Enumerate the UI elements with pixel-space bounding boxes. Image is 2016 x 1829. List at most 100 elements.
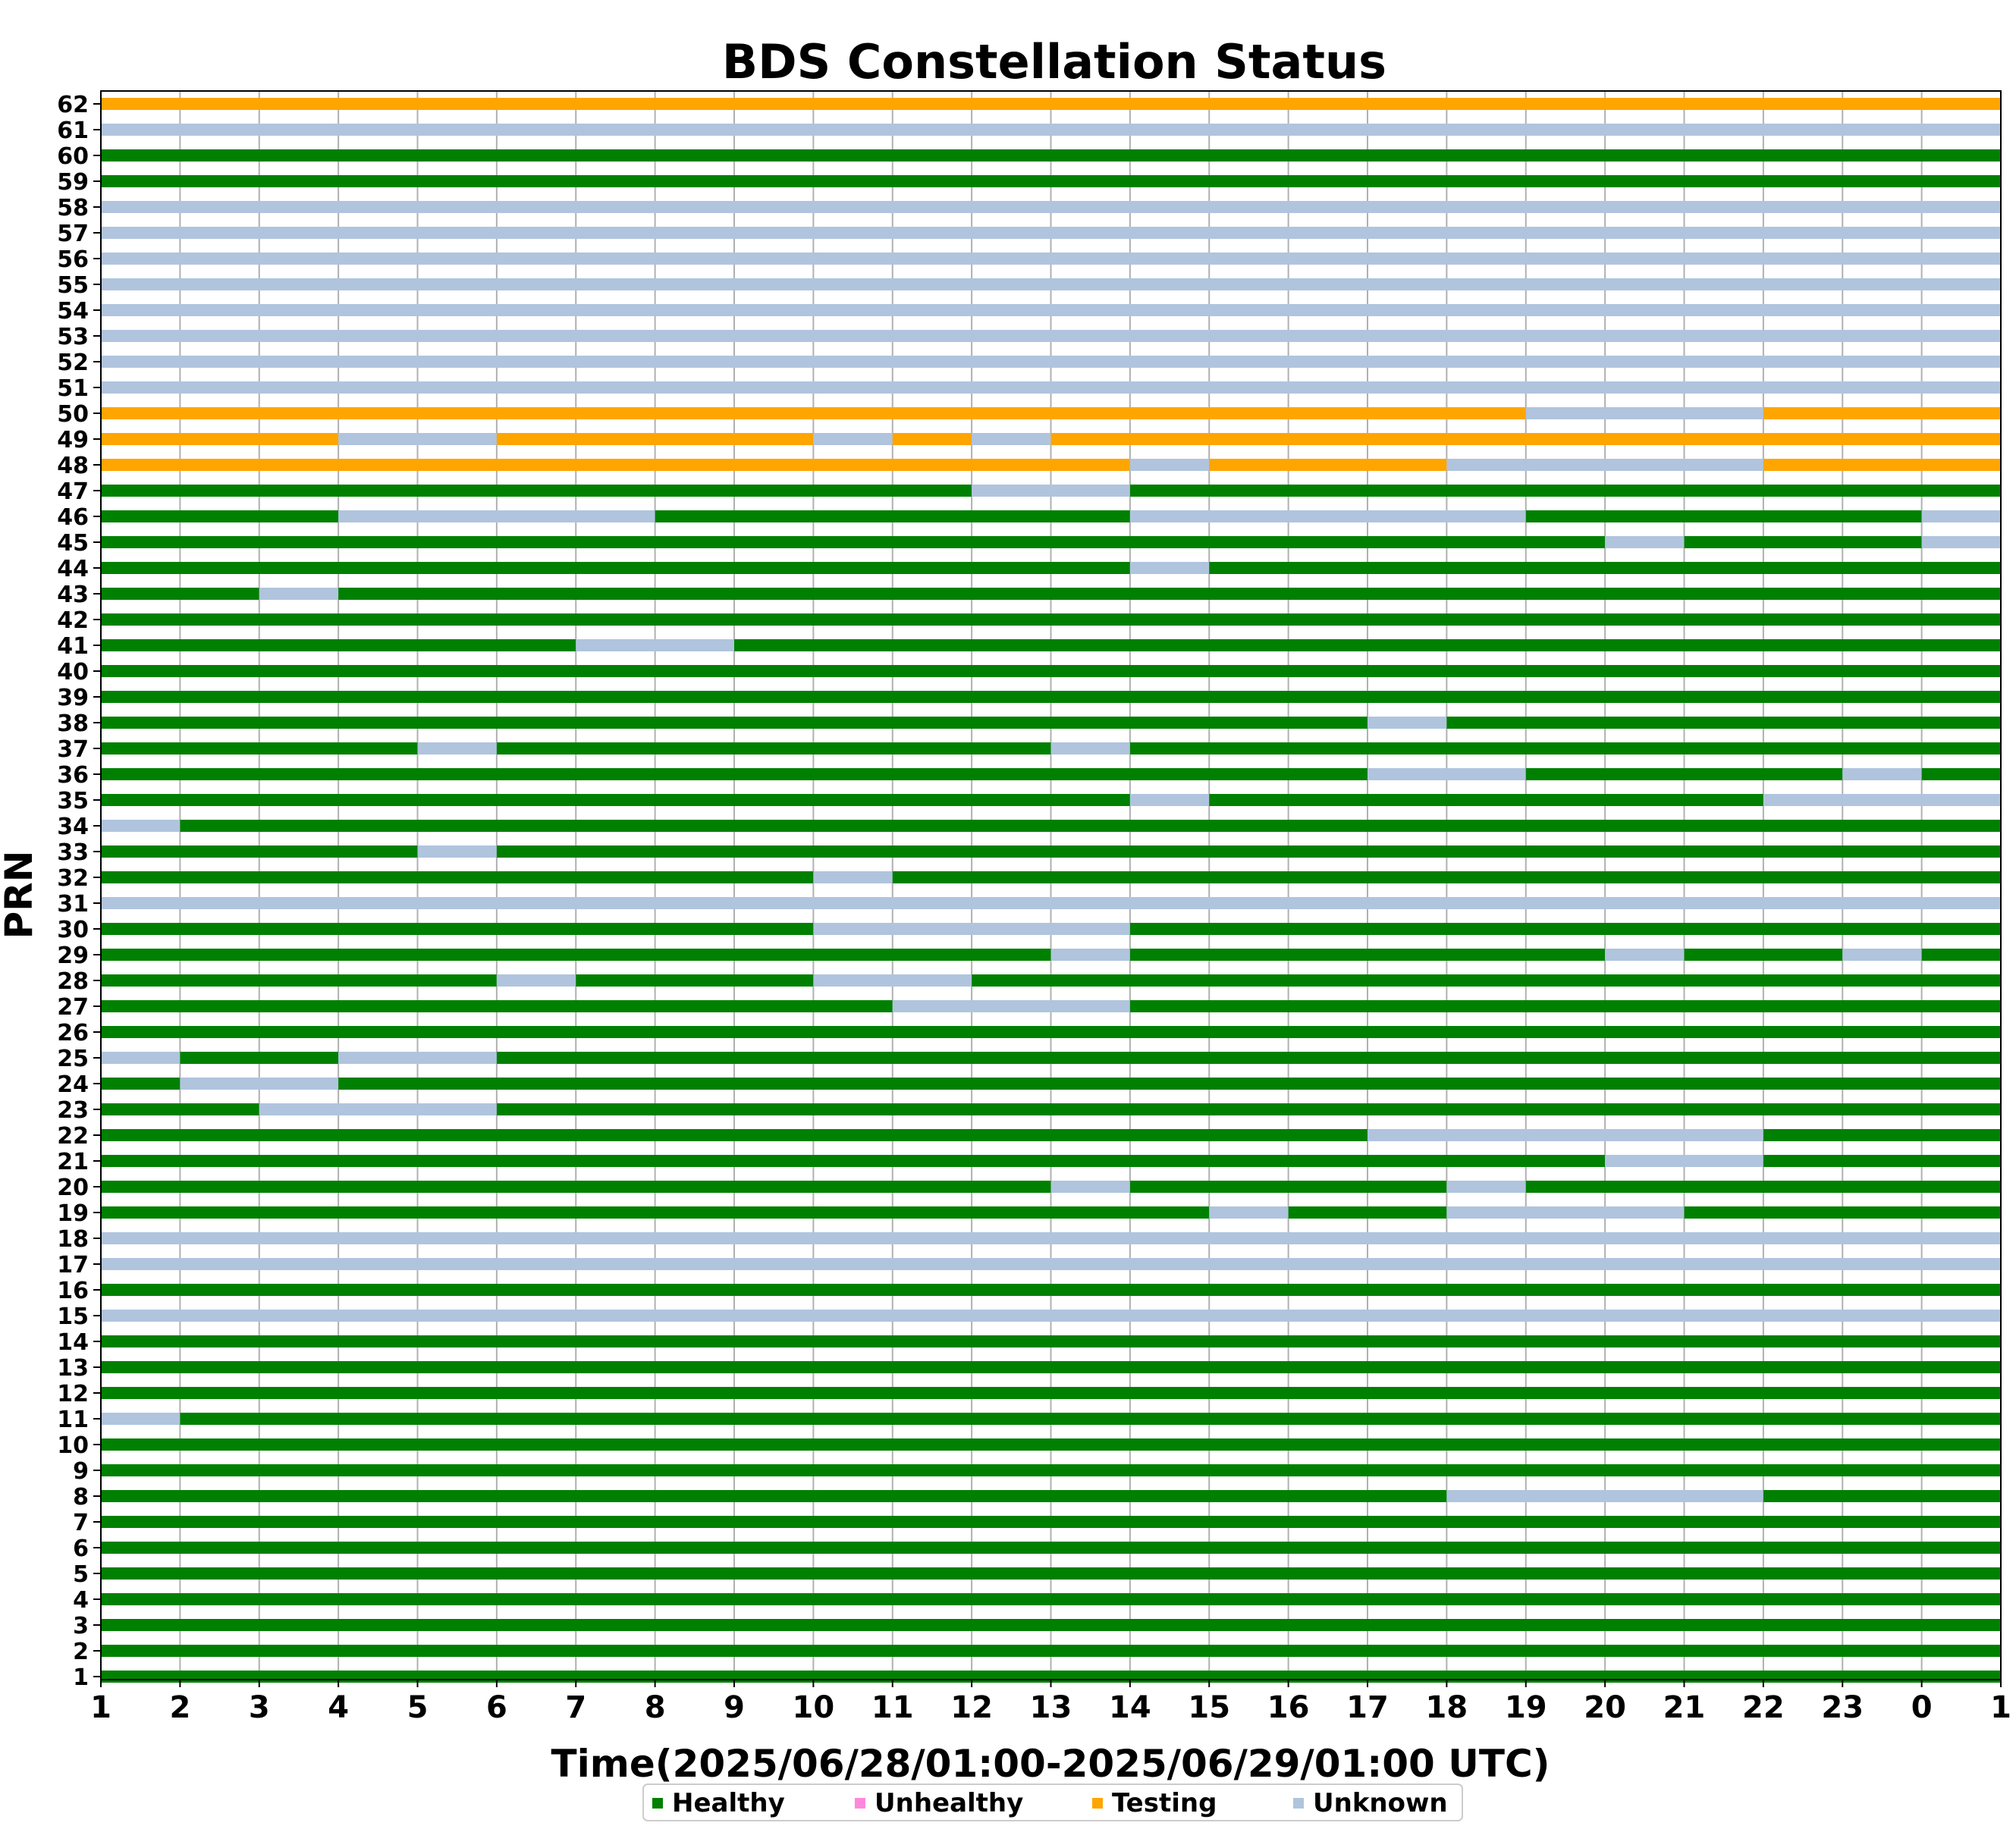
- y-tick-label: 39: [57, 685, 89, 711]
- status-segment: [101, 871, 814, 883]
- status-segment: [892, 871, 2001, 883]
- status-segment: [338, 588, 2001, 600]
- status-segment: [101, 304, 2001, 316]
- x-tick-label: 21: [1663, 1690, 1706, 1725]
- status-segment: [1605, 1155, 1763, 1167]
- y-tick-label: 42: [57, 607, 89, 634]
- prn-row-4: [101, 1593, 2001, 1605]
- legend-swatch: [855, 1798, 865, 1809]
- status-segment: [101, 1078, 181, 1090]
- y-tick-label: 57: [57, 221, 89, 247]
- status-segment: [101, 1645, 2001, 1657]
- x-tick-label: 16: [1267, 1690, 1310, 1725]
- status-segment: [101, 717, 1368, 729]
- status-segment: [1368, 717, 1447, 729]
- status-segment: [892, 1000, 1130, 1012]
- prn-row-9: [101, 1464, 2001, 1476]
- status-segment: [101, 1593, 2001, 1605]
- status-segment: [101, 1284, 2001, 1296]
- y-tick-label: 23: [57, 1097, 89, 1124]
- status-segment: [259, 1103, 497, 1115]
- status-segment: [1525, 510, 1922, 522]
- status-segment: [1525, 407, 1763, 419]
- prn-row-58: [101, 201, 2001, 213]
- y-tick-label: 38: [57, 711, 89, 737]
- x-tick-label: 6: [486, 1690, 507, 1725]
- y-tick-label: 16: [57, 1278, 89, 1304]
- status-segment: [101, 536, 1606, 548]
- status-segment: [101, 201, 2001, 213]
- y-tick-label: 6: [73, 1536, 89, 1562]
- legend-label: Unknown: [1313, 1788, 1448, 1818]
- status-segment: [101, 1413, 181, 1425]
- prn-row-16: [101, 1284, 2001, 1296]
- legend: Healthy Unhealthy Testing Unknown: [642, 1784, 1463, 1821]
- prn-row-13: [101, 1361, 2001, 1373]
- y-tick-label: 48: [57, 453, 89, 479]
- status-segment: [1288, 1206, 1447, 1219]
- status-segment: [734, 639, 2001, 651]
- y-tick-label: 10: [57, 1432, 89, 1459]
- status-segment: [1921, 536, 2001, 548]
- prn-row-62: [101, 98, 2001, 110]
- y-tick-label: 36: [57, 762, 89, 789]
- prn-row-50: [101, 407, 2001, 419]
- status-segment: [101, 1000, 893, 1012]
- status-segment: [496, 845, 2001, 858]
- status-segment: [180, 1413, 2001, 1425]
- x-tick-label: 12: [950, 1690, 993, 1725]
- y-tick-label: 9: [73, 1458, 89, 1485]
- x-tick-label: 14: [1109, 1690, 1151, 1725]
- prn-row-36: [101, 768, 2001, 780]
- prn-row-49: [101, 433, 2001, 445]
- status-segment: [496, 433, 814, 445]
- prn-row-38: [101, 717, 2001, 729]
- prn-row-10: [101, 1438, 2001, 1451]
- status-segment: [1763, 794, 2001, 806]
- y-tick-label: 49: [57, 427, 89, 453]
- status-segment: [101, 381, 2001, 394]
- legend-label: Unhealthy: [875, 1788, 1023, 1818]
- status-segment: [101, 253, 2001, 265]
- status-segment: [972, 485, 1130, 497]
- status-segment: [417, 742, 497, 755]
- status-segment: [101, 1567, 2001, 1580]
- status-segment: [496, 974, 576, 987]
- prn-row-8: [101, 1490, 2001, 1502]
- y-tick-label: 52: [57, 350, 89, 376]
- x-tick-label: 18: [1426, 1690, 1468, 1725]
- y-tick-label: 33: [57, 839, 89, 866]
- status-segment: [101, 356, 2001, 368]
- status-segment: [972, 433, 1051, 445]
- prn-row-23: [101, 1103, 2001, 1115]
- status-segment: [1763, 459, 2001, 471]
- status-segment: [1368, 1129, 1763, 1141]
- status-segment: [1129, 742, 2001, 755]
- y-tick-label: 45: [57, 530, 89, 557]
- y-tick-label: 19: [57, 1200, 89, 1227]
- prn-row-29: [101, 949, 2001, 961]
- status-segment: [101, 1619, 2001, 1631]
- status-segment: [101, 562, 1130, 574]
- status-segment: [1129, 1181, 1447, 1193]
- x-tick-label: 22: [1742, 1690, 1785, 1725]
- y-tick-label: 14: [57, 1329, 89, 1356]
- status-segment: [101, 1516, 2001, 1528]
- status-segment: [101, 820, 181, 832]
- y-axis-ticks: 6261605958575655545352515049484746454443…: [57, 92, 101, 1691]
- status-segment: [655, 510, 1130, 522]
- x-tick-label: 1: [90, 1690, 111, 1725]
- status-segment: [1842, 768, 1922, 780]
- x-tick-label: 19: [1505, 1690, 1547, 1725]
- y-tick-label: 30: [57, 917, 89, 943]
- prn-row-48: [101, 459, 2001, 471]
- status-segment: [101, 459, 1130, 471]
- y-tick-label: 56: [57, 246, 89, 273]
- y-tick-label: 32: [57, 865, 89, 892]
- prn-row-43: [101, 588, 2001, 600]
- y-tick-label: 58: [57, 195, 89, 221]
- x-axis-label: Time(2025/06/28/01:00-2025/06/29/01:00 U…: [551, 1742, 1550, 1786]
- status-segment: [1209, 459, 1447, 471]
- prn-row-27: [101, 1000, 2001, 1012]
- legend-label: Healthy: [672, 1788, 785, 1818]
